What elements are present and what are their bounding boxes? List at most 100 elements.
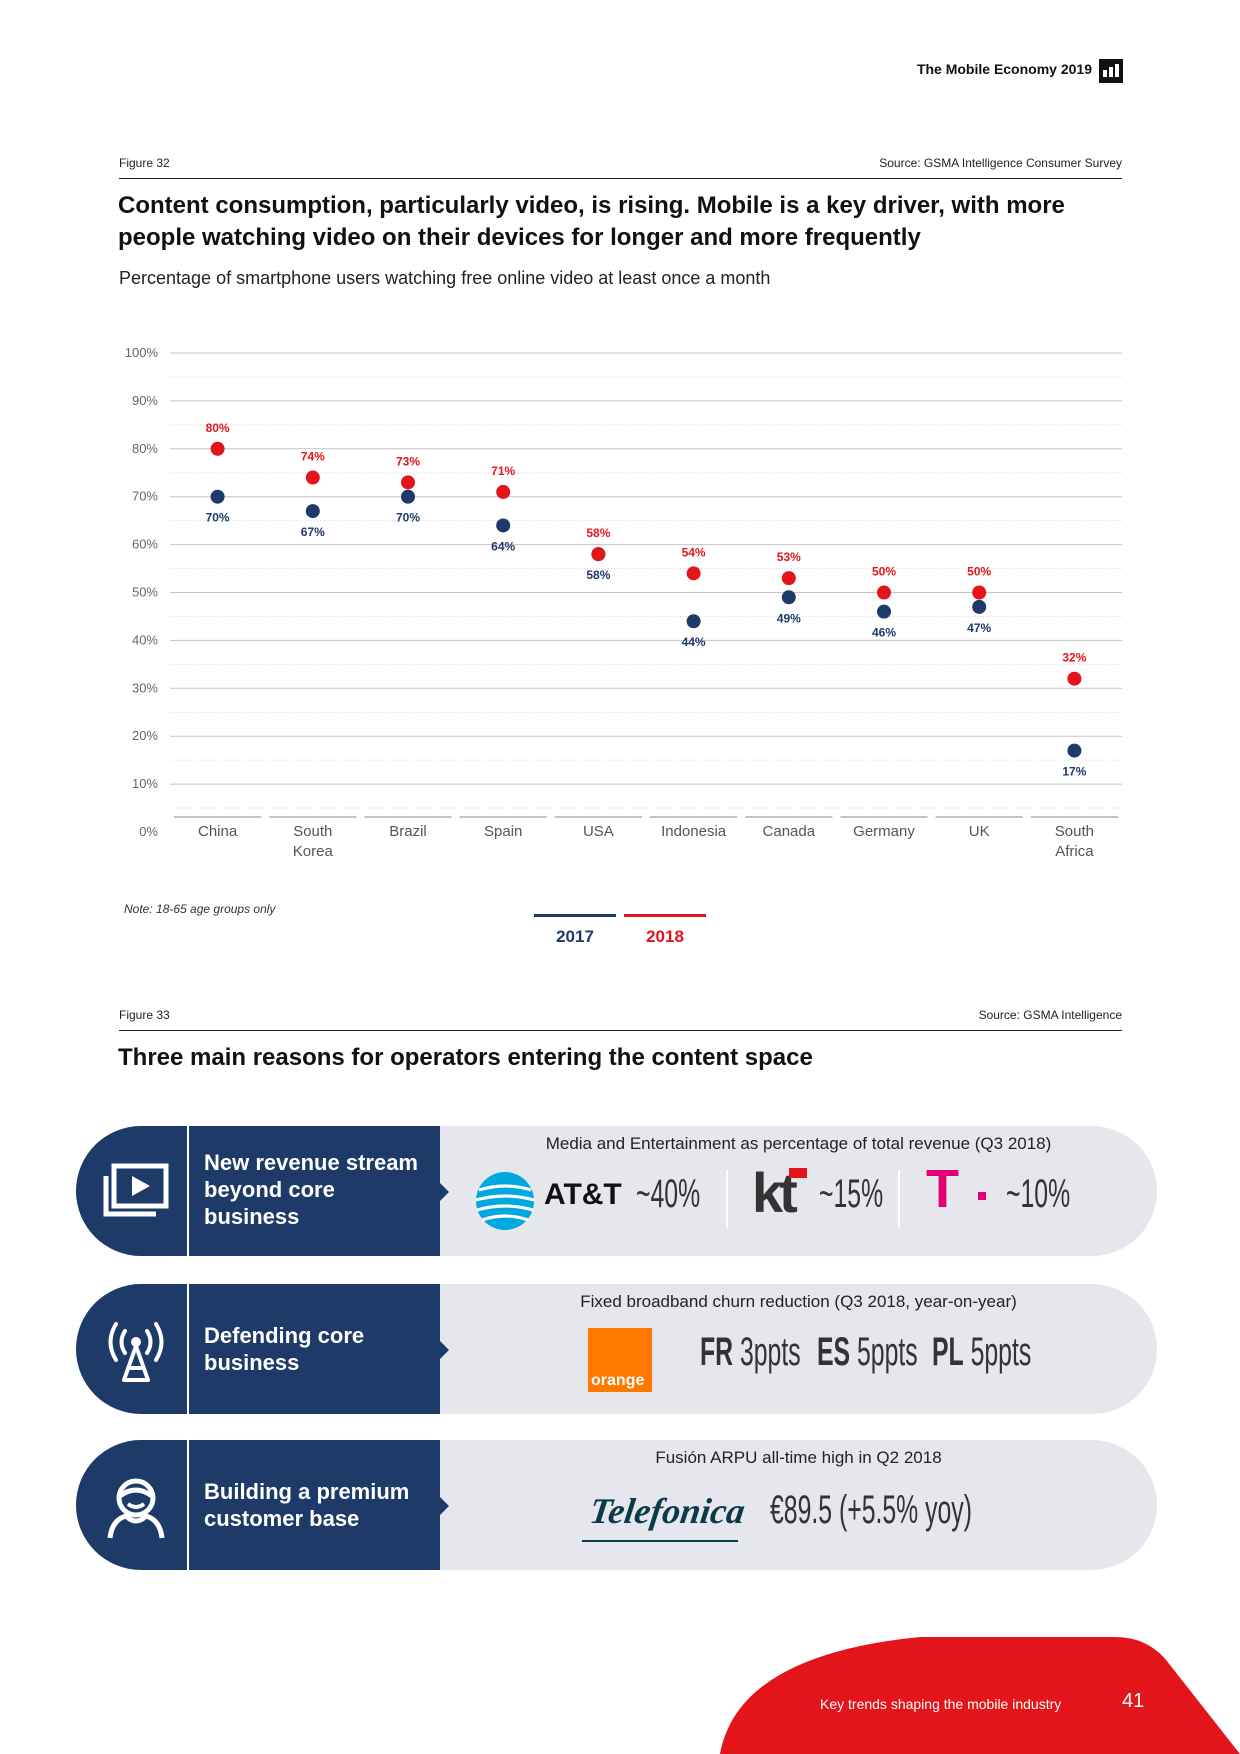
point-2018 xyxy=(972,585,987,600)
telefonica-underline xyxy=(582,1540,738,1542)
x-category-label-line: Korea xyxy=(293,843,334,860)
y-tick-label: 90% xyxy=(132,393,158,408)
figure-33-label: Figure 33 xyxy=(119,1008,170,1022)
x-category-label-line: China xyxy=(198,823,238,840)
value-label-2017: 58% xyxy=(586,568,610,582)
kt-share: ~15% xyxy=(819,1172,884,1216)
point-2018 xyxy=(877,585,891,600)
reason-revenue-stream: New revenue stream beyond core business … xyxy=(76,1126,1157,1256)
value-label-2018: 32% xyxy=(1062,651,1086,665)
legend-2017-swatch xyxy=(534,914,616,917)
x-category-label-line: Brazil xyxy=(389,823,427,840)
x-category-label: South Korea xyxy=(293,823,334,860)
figure-33-rule xyxy=(119,1030,1122,1031)
point-2017 xyxy=(972,599,987,614)
y-tick-label: 20% xyxy=(132,728,158,743)
video-player-icon xyxy=(100,1158,172,1230)
footer-section-title: Key trends shaping the mobile industry xyxy=(820,1696,1062,1712)
point-2017 xyxy=(1067,743,1082,758)
reason-label: Defending core business xyxy=(204,1323,365,1375)
value-label-2018: 58% xyxy=(586,526,610,540)
y-tick-label: 80% xyxy=(132,441,158,456)
footer-red-shape xyxy=(720,1637,1240,1754)
att-globe-icon xyxy=(475,1172,535,1230)
y-tick-label: 10% xyxy=(132,776,158,791)
reason-premium-base: Building a premium customer base Fusión … xyxy=(76,1440,1157,1570)
reason-label: Building a premium customer base xyxy=(204,1479,410,1531)
poland-code: PL xyxy=(932,1330,964,1374)
x-category-label: USA xyxy=(583,823,614,840)
chart-note: Note: 18-65 age groups only xyxy=(124,902,276,916)
reason-caption: Fixed broadband churn reduction (Q3 2018… xyxy=(580,1292,1017,1311)
value-label-2017: 70% xyxy=(396,511,420,525)
point-2017 xyxy=(877,604,891,619)
point-2017 xyxy=(210,489,225,504)
x-category-label: Brazil xyxy=(389,823,427,840)
point-2017 xyxy=(781,590,796,605)
metric-separator xyxy=(726,1170,728,1228)
value-label-2017: 67% xyxy=(301,525,325,539)
kt-brand: kt xyxy=(752,1161,798,1224)
figure-33-source: Source: GSMA Intelligence xyxy=(978,1008,1122,1022)
point-2018 xyxy=(496,484,511,499)
figure-33-title: Three main reasons for operators enterin… xyxy=(118,1044,813,1071)
kt-logo-accent xyxy=(789,1168,807,1178)
reason-pointer xyxy=(440,1341,449,1359)
value-label-2017: 47% xyxy=(967,621,991,635)
y-tick-label: 0% xyxy=(139,824,158,839)
video-usage-chart: 0% 10% 20% 30% 40% 50% 60% 70% 80% 90% 100% China So… xyxy=(125,345,1122,860)
x-category-label-line: USA xyxy=(583,823,614,840)
reason-label: New revenue stream beyond core business xyxy=(204,1150,418,1229)
point-2018 xyxy=(401,475,415,490)
x-category-label-line: Spain xyxy=(484,823,522,840)
x-category-label: Canada xyxy=(763,823,816,840)
value-label-2018: 74% xyxy=(301,450,325,464)
value-label-2018: 54% xyxy=(682,545,706,559)
value-label-2017: 44% xyxy=(682,635,706,649)
value-label-2017: 46% xyxy=(872,626,896,640)
value-label-2017: 49% xyxy=(777,611,801,625)
y-tick-label: 40% xyxy=(132,632,158,647)
reason-divider xyxy=(187,1126,189,1256)
x-category-label: Germany xyxy=(853,823,915,840)
figure-32-label: Figure 32 xyxy=(119,156,170,170)
poland-value: 5ppts xyxy=(970,1330,1032,1374)
x-category-label: Spain xyxy=(484,823,522,840)
metric-separator xyxy=(898,1170,900,1228)
figure-32-title: Content consumption, particularly video,… xyxy=(118,192,1065,251)
value-label-2018: 71% xyxy=(491,464,515,478)
legend-2018: 2018 xyxy=(624,914,706,947)
document-title: The Mobile Economy 2019 xyxy=(916,61,1092,77)
gsma-logo-icon xyxy=(1099,59,1123,83)
reason-pointer xyxy=(440,1497,449,1515)
legend-2017: 2017 xyxy=(534,914,616,947)
x-category-label-line: Canada xyxy=(763,823,816,840)
reason-caption: Media and Entertainment as percentage of… xyxy=(545,1134,1052,1153)
fusion-arpu: €89.5 (+5.5% yoy) xyxy=(770,1488,972,1532)
france-churn: FR 3ppts xyxy=(700,1330,801,1375)
y-tick-label: 50% xyxy=(132,585,158,600)
figure-32-source: Source: GSMA Intelligence Consumer Surve… xyxy=(879,156,1122,170)
orange-brand: orange xyxy=(591,1372,645,1389)
spain-value: 5ppts xyxy=(856,1330,918,1374)
point-2018 xyxy=(781,571,796,586)
point-2017 xyxy=(496,518,511,533)
legend-2017-label: 2017 xyxy=(556,927,594,946)
x-category-label-line: Indonesia xyxy=(661,823,727,840)
reason-caption: Fusión ARPU all-time high in Q2 2018 xyxy=(655,1448,942,1467)
value-label-2017: 70% xyxy=(206,511,230,525)
x-category-label: UK xyxy=(969,823,990,840)
legend-2018-swatch xyxy=(624,914,706,917)
antenna-tower-icon xyxy=(100,1316,172,1388)
france-code: FR xyxy=(700,1330,734,1374)
x-category-label-line: South xyxy=(1055,823,1094,840)
page-number: 41 xyxy=(1122,1690,1145,1712)
y-tick-label: 60% xyxy=(132,537,158,552)
y-tick-label: 100% xyxy=(125,345,159,360)
y-tick-label: 30% xyxy=(132,680,158,695)
point-2017 xyxy=(305,504,320,519)
legend-2018-label: 2018 xyxy=(646,927,684,946)
point-2018 xyxy=(1067,671,1082,686)
poland-churn: PL 5ppts xyxy=(932,1330,1031,1375)
y-tick-label: 70% xyxy=(132,489,158,504)
